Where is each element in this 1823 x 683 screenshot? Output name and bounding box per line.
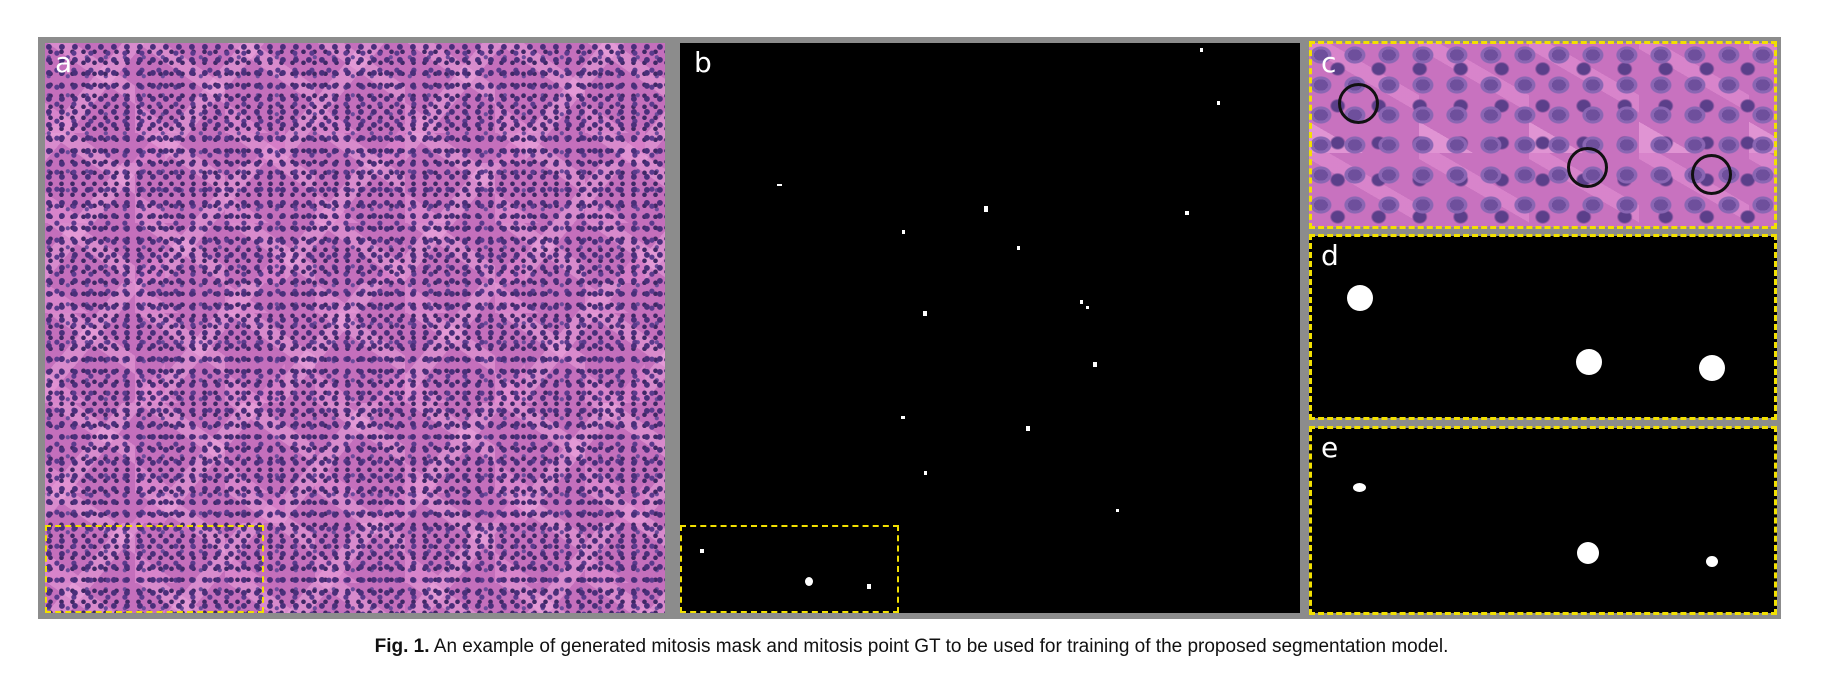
roi-mask-spot [700,549,704,553]
mask-spot [1185,211,1189,215]
mask-spot [924,471,927,475]
panel-d-point-gt-image: d [1309,236,1777,418]
mask-spot [1217,101,1220,105]
roi-mask-spot [805,577,813,586]
panel-c-label: c [1321,46,1337,79]
generated-mask-blob [1577,542,1599,564]
mitosis-circle-marker [1567,147,1608,188]
panel-c-zoom-tissue-image: c [1309,43,1777,227]
panel-a-roi-box [45,525,264,613]
panel-c-highlight-border [1309,41,1777,229]
figure-caption: Fig. 1. An example of generated mitosis … [0,636,1823,658]
panel-a-tissue-image: a [45,43,665,613]
panel-e-highlight-border [1309,426,1777,615]
panel-d-label: d [1321,239,1339,272]
mask-spot [1116,509,1119,512]
mask-spot [1200,48,1203,52]
panel-a-label: a [55,46,73,79]
panel-b-roi-box [680,525,899,613]
panel-e-generated-mask-image: e [1309,428,1777,613]
mask-spot [902,230,905,234]
figure-caption-label: Fig. 1. [374,636,430,657]
mask-spot [901,416,905,419]
panel-b-mask-image: b [680,43,1300,613]
point-gt-dot [1347,285,1373,311]
mask-spot [1080,300,1083,304]
mitosis-circle-marker [1691,154,1732,195]
mitosis-circle-marker [1338,83,1379,124]
panel-e-label: e [1321,431,1339,464]
roi-mask-spot [867,584,871,589]
mask-spot [923,311,927,316]
panel-b-label: b [694,46,712,79]
mask-spot [1086,306,1089,309]
mask-spot [1093,362,1097,367]
point-gt-dot [1576,349,1602,375]
mask-spot [777,184,782,186]
generated-mask-blob [1706,556,1718,567]
mask-spot [1026,426,1030,431]
point-gt-dot [1699,355,1725,381]
mask-spot [984,206,988,212]
generated-mask-blob [1353,483,1366,492]
figure-caption-text: An example of generated mitosis mask and… [433,636,1449,657]
mask-spot [1017,246,1020,250]
panel-d-highlight-border [1309,234,1777,420]
